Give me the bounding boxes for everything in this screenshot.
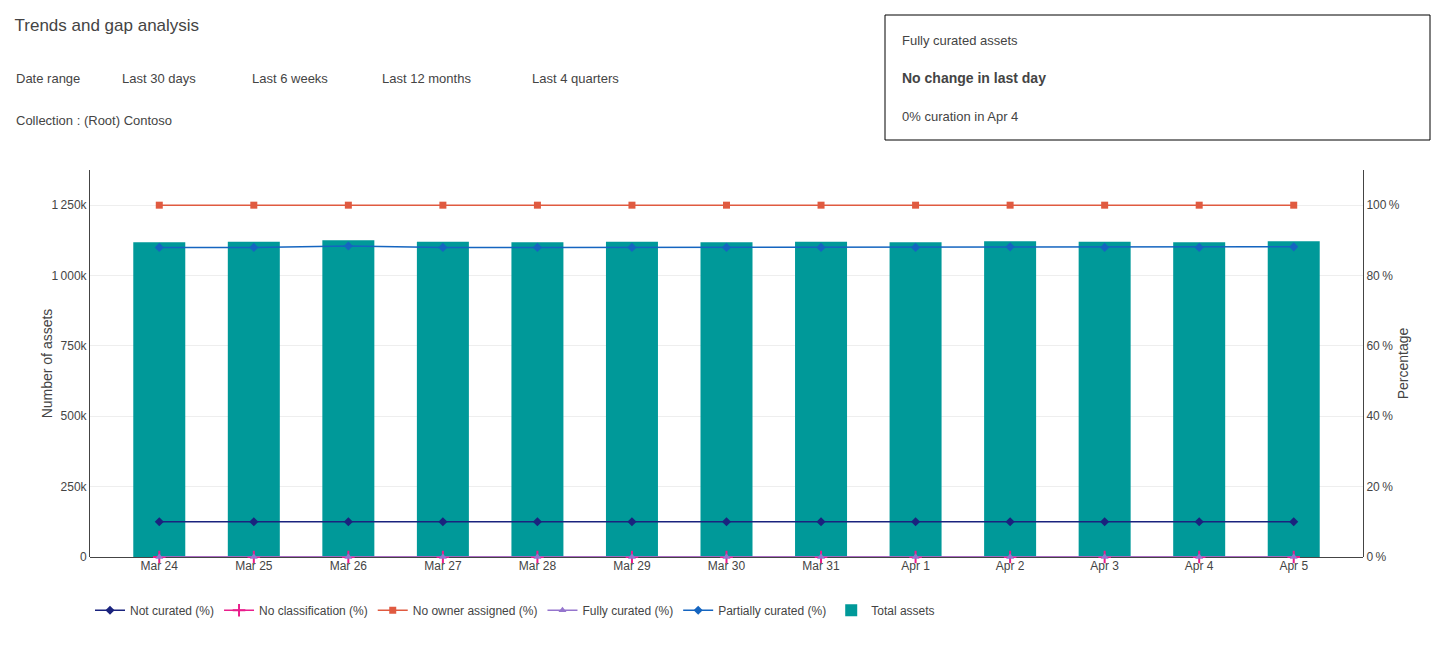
svg-text:750k: 750k [61,339,88,353]
svg-text:Mar 29: Mar 29 [613,559,651,573]
svg-text:Apr 4: Apr 4 [1185,559,1214,573]
svg-text:20 %: 20 % [1366,480,1393,494]
svg-text:100 %: 100 % [1366,198,1399,212]
svg-text:Mar 24: Mar 24 [141,559,179,573]
svg-text:1 250k: 1 250k [51,198,87,212]
svg-text:40 %: 40 % [1366,409,1393,423]
svg-text:250k: 250k [61,480,88,494]
svg-text:No change in last day: No change in last day [902,70,1046,86]
svg-text:1 000k: 1 000k [51,269,87,283]
svg-text:Mar 28: Mar 28 [519,559,557,573]
svg-text:No classification (%): No classification (%) [259,604,368,618]
svg-text:0 %: 0 % [1366,550,1386,564]
svg-text:Partially curated (%): Partially curated (%) [718,604,826,618]
svg-text:Percentage: Percentage [1395,327,1411,399]
svg-text:No owner assigned (%): No owner assigned (%) [413,604,538,618]
svg-text:Trends and gap analysis: Trends and gap analysis [15,16,200,35]
svg-text:80 %: 80 % [1366,269,1393,283]
svg-text:Fully curated (%): Fully curated (%) [582,604,673,618]
svg-text:Mar 30: Mar 30 [708,559,746,573]
svg-text:Last 6 weeks: Last 6 weeks [252,71,328,86]
svg-text:Not curated (%): Not curated (%) [130,604,214,618]
svg-text:Last 30 days: Last 30 days [122,71,196,86]
svg-text:Total assets: Total assets [871,604,934,618]
svg-text:Mar 26: Mar 26 [330,559,368,573]
svg-text:Last 4 quarters: Last 4 quarters [532,71,619,86]
svg-text:0% curation in Apr 4: 0% curation in Apr 4 [902,109,1018,124]
svg-text:Last 12 months: Last 12 months [382,71,471,86]
svg-text:Mar 31: Mar 31 [802,559,840,573]
svg-text:Apr 5: Apr 5 [1279,559,1308,573]
svg-text:Collection : (Root) Contoso: Collection : (Root) Contoso [16,113,172,128]
svg-text:Number of assets: Number of assets [39,309,55,419]
svg-text:Apr 2: Apr 2 [996,559,1025,573]
svg-text:60 %: 60 % [1366,339,1393,353]
svg-text:Apr 3: Apr 3 [1090,559,1119,573]
svg-text:Mar 25: Mar 25 [235,559,273,573]
svg-text:Apr 1: Apr 1 [901,559,930,573]
svg-text:Mar 27: Mar 27 [424,559,462,573]
svg-text:500k: 500k [61,409,88,423]
svg-text:0: 0 [80,550,87,564]
svg-text:Date range: Date range [16,71,80,86]
svg-text:Fully curated assets: Fully curated assets [902,33,1018,48]
